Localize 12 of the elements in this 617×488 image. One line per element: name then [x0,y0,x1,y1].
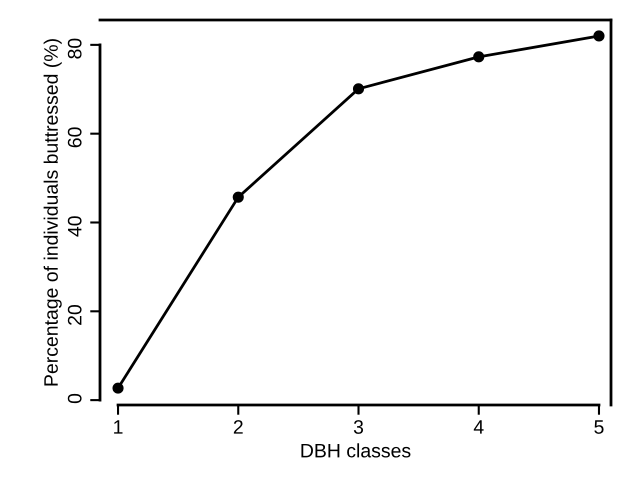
y-tick-label: 80 [68,38,82,59]
y-tick-label: 60 [68,127,82,148]
y-tick-label: 40 [68,216,82,237]
y-tick-label: 0 [68,394,82,404]
y-tick-label: 20 [68,305,82,325]
x-tick-label: 1 [114,420,122,434]
x-tick-label: 3 [354,420,364,434]
x-tick-label: 4 [474,420,484,434]
x-axis-title: DBH classes [301,443,410,458]
x-tick-label: 2 [234,420,243,434]
x-tick-label: 5 [594,420,604,434]
y-axis-title: Percentage of individuals buttressed (%) [44,39,62,386]
